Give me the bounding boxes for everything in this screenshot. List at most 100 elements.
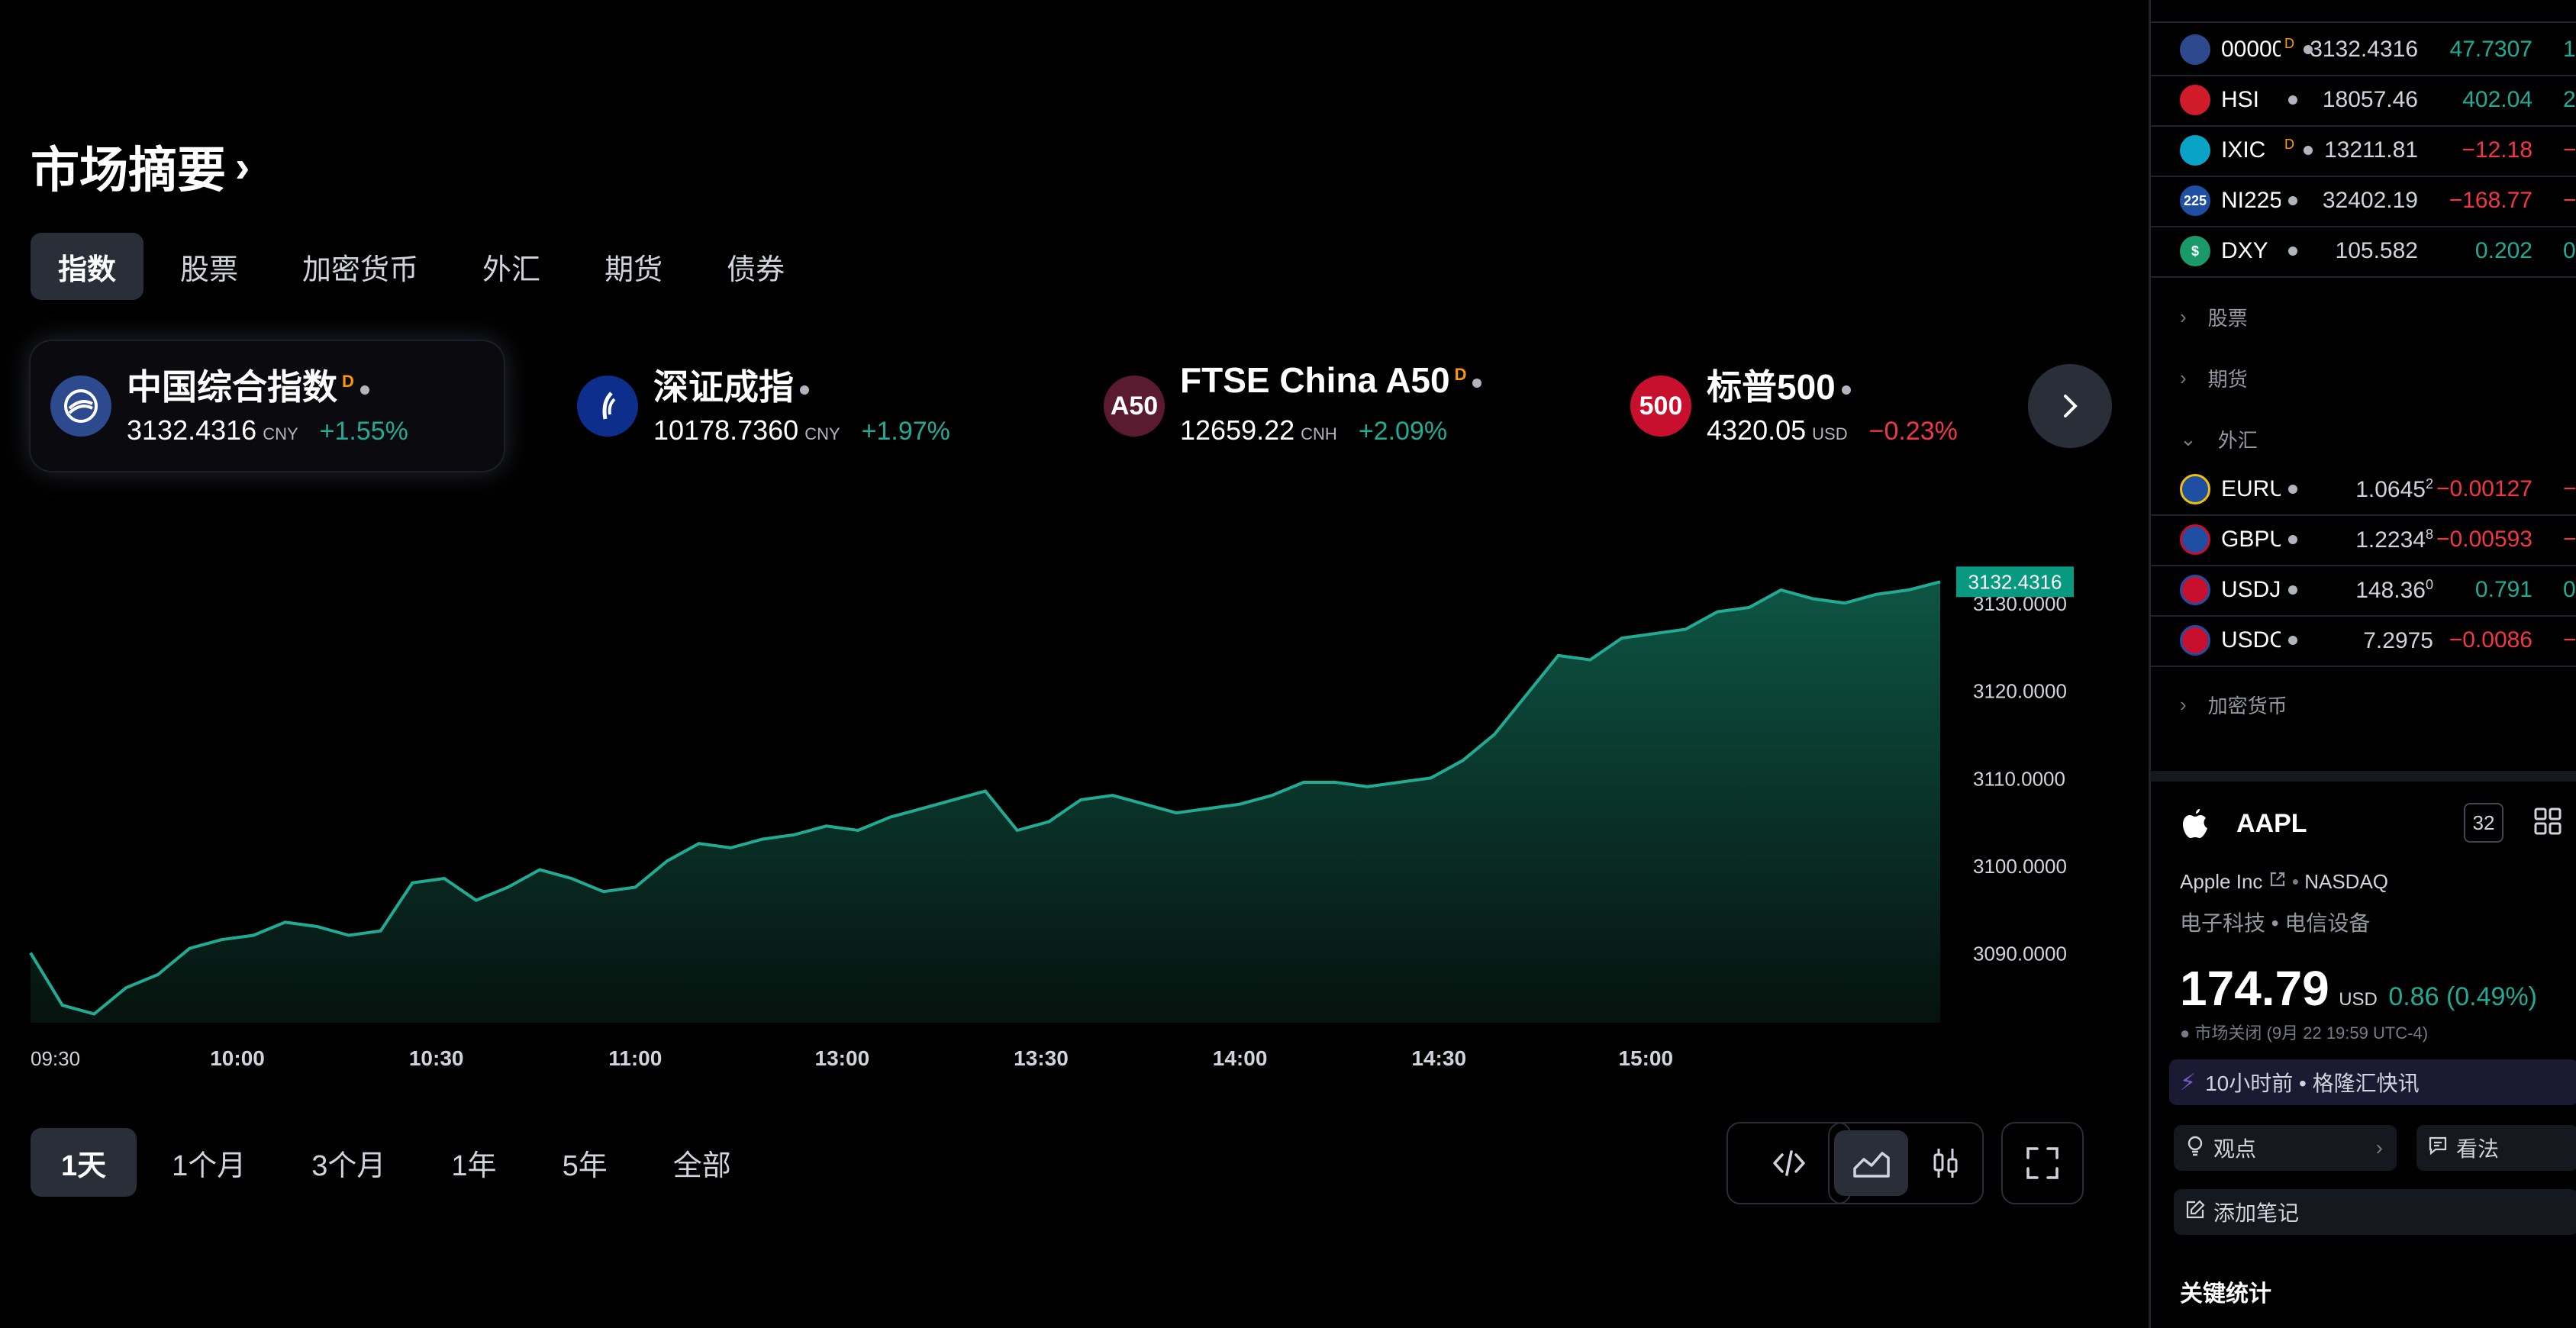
add-note-button[interactable]: 添加笔记 [2174, 1189, 2576, 1235]
opinion-button[interactable]: 看法 [2416, 1125, 2576, 1171]
idea-count-badge[interactable]: 32 [2464, 803, 2503, 843]
watchlist-symbol: USDCNH [2221, 627, 2281, 653]
x-tick-label: 13:30 [1014, 1046, 1069, 1070]
price-line: 174.79 USD 0.86 (0.49%) [2180, 960, 2537, 1017]
index-value-row: 12659.22 CNH +2.09% [1180, 414, 1447, 446]
a50-logo-icon: A50 [1104, 376, 1165, 437]
key-stats-title: 关键统计 [2180, 1281, 2271, 1307]
x-tick-label: 09:30 [31, 1047, 80, 1070]
watchlist-change: 0.202 [2474, 238, 2532, 263]
apple-logo-icon [2180, 807, 2210, 838]
watchlist-symbol: HSI [2221, 87, 2260, 112]
price-change: 0.86 (0.49%) [2388, 982, 2537, 1011]
range-3m-button[interactable]: 3个月 [311, 1149, 386, 1182]
delayed-badge: D [2284, 137, 2294, 152]
watchlist-last: 18057.46 [2322, 87, 2418, 112]
chevron-right-icon: › [235, 141, 250, 192]
watchlist-row[interactable]: 000001D 3132.4316 47.7307 1 [2151, 24, 2576, 76]
news-banner[interactable]: ⚡ 10小时前 • 格隆汇快讯 [2169, 1059, 2576, 1105]
index-card-sp500[interactable]: 500 标普500 4320.05 USD −0.23% [1610, 341, 2084, 471]
status-dot-icon [2288, 95, 2297, 105]
watchlist-row[interactable]: HSI 18057.46 402.04 2 [2151, 75, 2576, 127]
area-chart-button[interactable] [1834, 1130, 1908, 1196]
grid-icon[interactable] [2532, 806, 2563, 840]
candlestick-chart-button[interactable] [1908, 1130, 1982, 1196]
watchlist-row[interactable]: 225 NI225 32402.19 −168.77 − [2151, 176, 2576, 227]
watchlist-row[interactable]: IXIC D 13211.81 −12.18 − [2151, 125, 2576, 177]
watchlist-row[interactable]: $ DXY 105.582 0.202 0 [2151, 226, 2576, 278]
watchlist-change-percent: 0 [2563, 238, 2576, 263]
currency-flag-icon [2180, 474, 2210, 504]
note-label: 添加笔记 [2213, 1201, 2300, 1225]
price-currency: USD [2339, 989, 2378, 1010]
status-dot-icon [2288, 636, 2297, 645]
watchlist-last: 1.06452 [2355, 476, 2433, 503]
index-area-chart[interactable]: 3090.00003100.00003110.00003120.00003130… [0, 527, 2149, 1076]
chevron-right-icon [2064, 395, 2078, 417]
group-label: 期货 [2207, 368, 2248, 391]
category-tabs: 指数 股票 加密货币 外汇 期货 债券 [31, 233, 812, 300]
last-main: 148.36 [2355, 577, 2426, 603]
external-link-icon[interactable] [2268, 870, 2287, 893]
range-all-button[interactable]: 全部 [672, 1149, 731, 1182]
watchlist-symbol: NI225 [2221, 188, 2281, 213]
watchlist-row[interactable]: GBPUSD 1.22348−0.00593 − [2151, 514, 2576, 566]
index-card-ftse-a50[interactable]: A50 FTSE China A50 D 12659.22 CNH +2.09% [1084, 341, 1557, 471]
industry[interactable]: 电信设备 [2284, 911, 2371, 935]
group-futures[interactable]: › 期货 [2180, 364, 2248, 392]
company-name[interactable]: Apple Inc [2180, 870, 2263, 893]
x-tick-label: 10:00 [210, 1046, 265, 1070]
tab-crypto[interactable]: 加密货币 [302, 253, 419, 286]
delayed-badge: D [2284, 36, 2294, 51]
watchlist-change: −0.00127 [2436, 476, 2532, 501]
chevron-right-icon: › [2180, 366, 2187, 389]
y-tick-label: 3110.0000 [1973, 767, 2065, 790]
detail-symbol[interactable]: AAPL [2236, 809, 2307, 838]
ideas-button[interactable]: 观点 › [2174, 1125, 2397, 1171]
tab-futures[interactable]: 期货 [605, 253, 663, 286]
ideas-label: 观点 [2213, 1137, 2257, 1161]
tab-forex[interactable]: 外汇 [482, 253, 541, 286]
separator-dot: • [2291, 870, 2299, 893]
index-value: 10178.7360 [653, 414, 799, 446]
delayed-badge: D [342, 371, 354, 391]
group-crypto[interactable]: › 加密货币 [2180, 691, 2287, 719]
watchlist-change: 0.791 [2474, 577, 2532, 602]
y-tick-label: 3120.0000 [1973, 680, 2067, 703]
price-line [29, 580, 1941, 1016]
lightbulb-icon [2184, 1135, 2206, 1162]
change-percent: −0.23% [1868, 417, 1958, 446]
watchlist-change-percent: 0 [2563, 577, 2576, 602]
watchlist-row[interactable]: USDCNH 7.2975 −0.0086 − [2151, 615, 2576, 667]
chevron-right-icon: › [2375, 1136, 2383, 1159]
x-tick-label: 11:00 [608, 1046, 662, 1070]
watchlist-row[interactable]: EURUSD 1.06452−0.00127 − [2151, 464, 2576, 516]
watchlist-last: 105.582 [2335, 238, 2418, 263]
tab-indices[interactable]: 指数 [31, 233, 144, 300]
tab-bonds[interactable]: 债券 [727, 253, 785, 286]
fullscreen-button[interactable] [2001, 1122, 2084, 1204]
group-stocks[interactable]: › 股票 [2180, 303, 2248, 331]
sector[interactable]: 电子科技 [2180, 911, 2266, 935]
group-forex[interactable]: ⌄ 外汇 [2180, 425, 2258, 453]
price: 174.79 [2180, 961, 2329, 1016]
currency: CNH [1301, 424, 1337, 443]
page-title[interactable]: 市场摘要 › [31, 131, 250, 201]
last-main: 1.2234 [2355, 527, 2426, 553]
range-1d-button[interactable]: 1天 [31, 1128, 137, 1197]
range-1y-button[interactable]: 1年 [451, 1149, 497, 1182]
range-1m-button[interactable]: 1个月 [172, 1149, 247, 1182]
next-cards-button[interactable] [2028, 364, 2112, 448]
status-dot-icon [1472, 378, 1482, 388]
watchlist-last: 148.360 [2355, 577, 2433, 604]
group-label: 外汇 [2217, 429, 2258, 452]
watchlist-last: 1.22348 [2355, 527, 2433, 553]
index-card-china-composite[interactable]: 中国综合指数 D 3132.4316 CNY +1.55% [31, 341, 504, 471]
status-dot-icon [359, 385, 369, 395]
tab-stocks[interactable]: 股票 [180, 253, 239, 286]
comment-icon [2427, 1135, 2449, 1162]
index-card-szse-component[interactable]: 深证成指 10178.7360 CNY +1.97% [557, 341, 1030, 471]
range-5y-button[interactable]: 5年 [562, 1149, 608, 1182]
status-dot-icon [2288, 247, 2297, 256]
